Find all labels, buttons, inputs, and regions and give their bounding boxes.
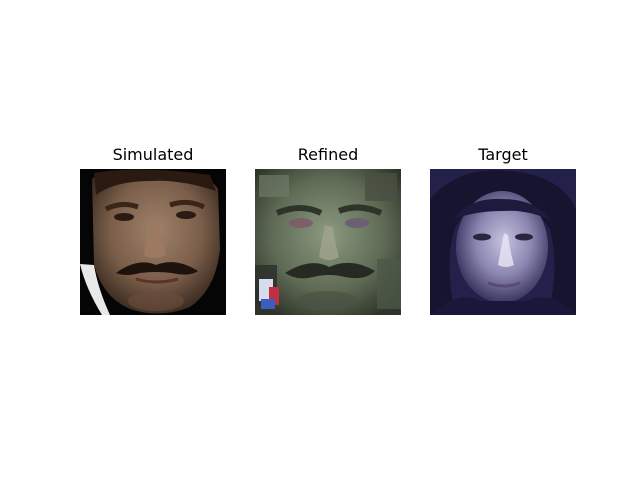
face-image-simulated [80, 169, 226, 315]
face-image-target [430, 169, 576, 315]
panel-target: Target [430, 144, 576, 315]
panel-title: Target [478, 145, 528, 164]
panel-title: Refined [297, 145, 359, 164]
panel-refined: Refined [255, 144, 401, 315]
panel-simulated: Simulated [80, 144, 226, 315]
face-image-refined [255, 169, 401, 315]
panel-title: Simulated [112, 145, 194, 164]
